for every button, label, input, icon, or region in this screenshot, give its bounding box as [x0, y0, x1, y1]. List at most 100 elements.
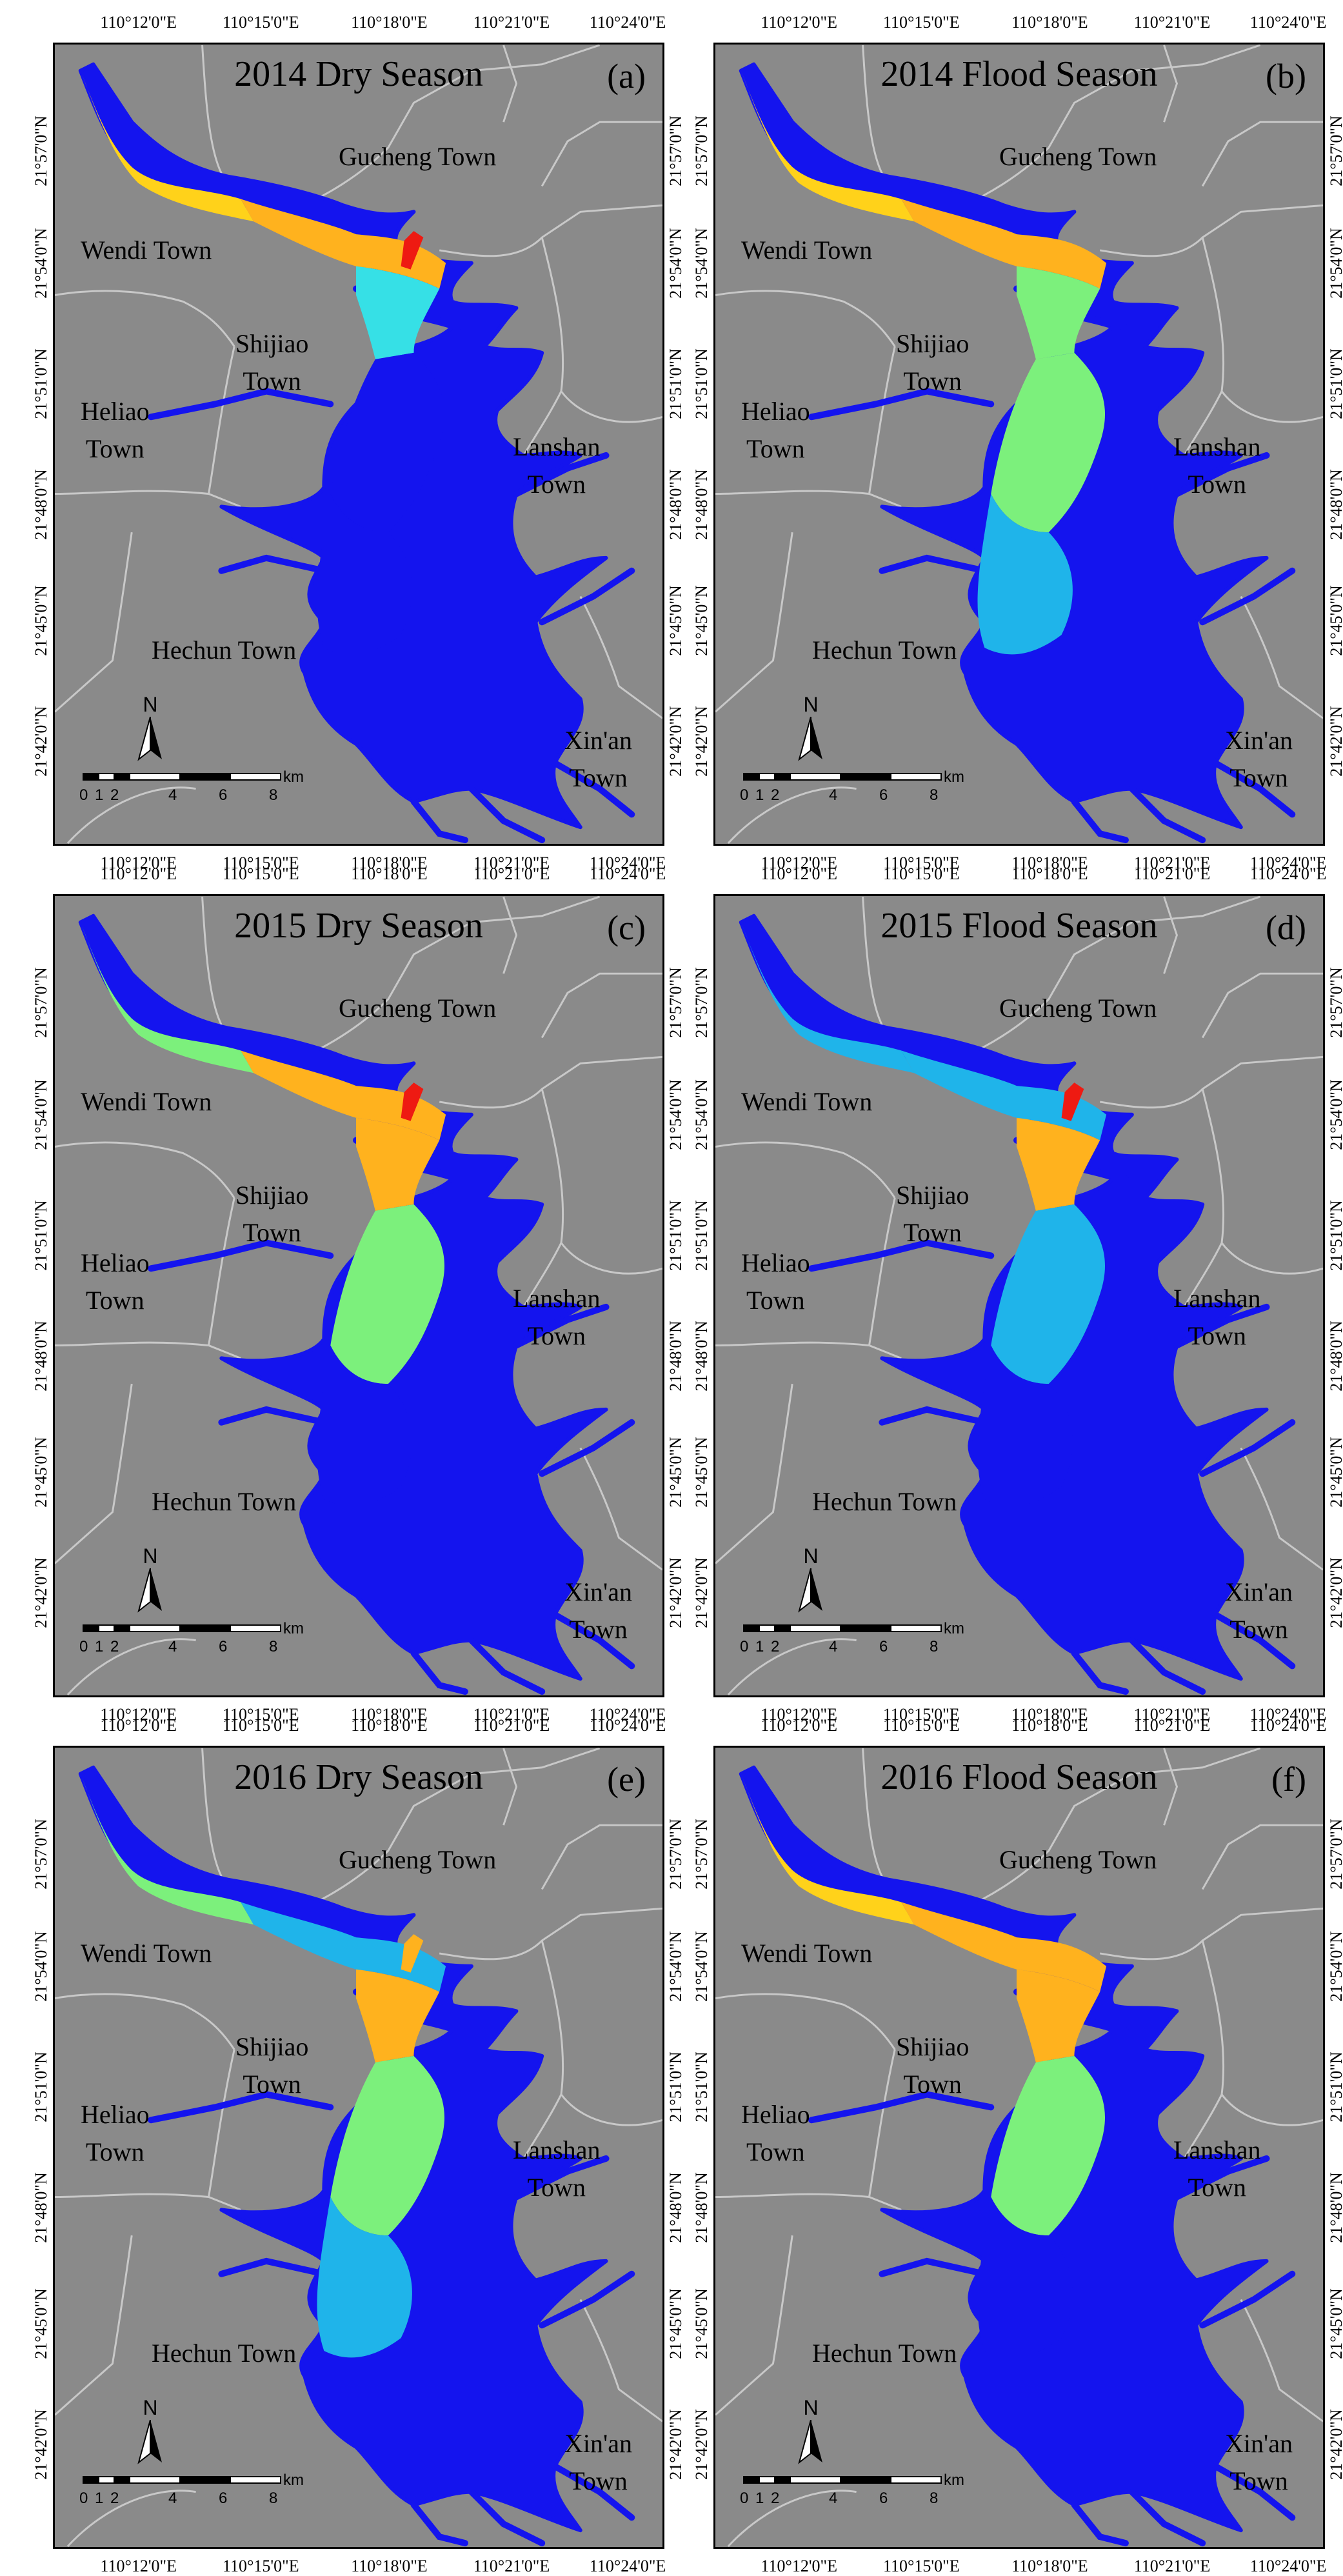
- longitude-tick-label: 110°24'0"E: [589, 864, 666, 883]
- town-name-line: Wendi Town: [81, 1939, 212, 1968]
- longitude-tick-label: 110°21'0"E: [1133, 13, 1211, 32]
- longitude-tick-label: 110°18'0"E: [1011, 13, 1088, 32]
- tributary-arm: [1128, 1637, 1206, 1695]
- longitude-tick-label: 110°12'0"E: [100, 13, 177, 32]
- scale-unit-label: km: [283, 768, 304, 786]
- town-name-line: Heliao: [741, 1248, 810, 1277]
- town-boundary-line: [285, 1748, 601, 1916]
- town-boundary-line: [1201, 237, 1323, 423]
- map-svg: [55, 1748, 662, 2547]
- tributary-arm: [1212, 2462, 1296, 2521]
- longitude-tick-label: 110°15'0"E: [223, 1716, 299, 1735]
- longitude-tick-label: 110°18'0"E: [351, 864, 428, 883]
- water-quality-zone-upper: [741, 922, 915, 1073]
- tributary-arm: [1128, 2488, 1206, 2547]
- longitude-tick-label: 110°12'0"E: [100, 1705, 177, 1724]
- town-name-line: Hechun Town: [152, 2339, 297, 2368]
- water-quality-zone-mid: [241, 1050, 446, 1141]
- north-label: N: [803, 693, 819, 716]
- longitude-tick-label: 110°12'0"E: [761, 13, 838, 32]
- town-name-line: Heliao: [741, 2100, 810, 2129]
- town-name-line: Town: [903, 366, 962, 395]
- water-quality-zone-mid: [241, 199, 446, 289]
- map-frame: 2015 Dry Season (c) Gucheng Town Wendi Town…: [53, 894, 664, 1697]
- town-name-line: Gucheng Town: [999, 142, 1157, 171]
- scale-tick-label: 8: [269, 2490, 278, 2507]
- town-label-heliao: Heliao Town: [81, 393, 150, 468]
- town-name-line: Gucheng Town: [999, 993, 1157, 1023]
- longitude-tick-label: 110°15'0"E: [883, 13, 960, 32]
- map-panel: 110°12'0"E 110°12'0"E 110°15'0"E 110°15'0"E…: [0, 1703, 685, 2575]
- scale-bar-graphic: [83, 773, 281, 781]
- latitude-tick-label: 21°42'0"N: [1327, 2409, 1343, 2480]
- town-name-line: Shijiao: [896, 329, 970, 358]
- town-boundary-line: [285, 896, 601, 1064]
- town-boundary-line: [579, 2299, 662, 2422]
- scale-bar-graphic: [83, 1624, 281, 1632]
- water-quality-zone-upres: [991, 2055, 1105, 2236]
- town-boundary-line: [1201, 972, 1323, 1039]
- town-name-line: Heliao: [741, 397, 810, 426]
- map-panel: 110°12'0"E 110°12'0"E 110°15'0"E 110°15'0"E…: [0, 0, 685, 872]
- longitude-tick-label: 110°12'0"E: [100, 854, 177, 872]
- scale-tick-label: 2: [771, 2490, 780, 2507]
- map-svg: [55, 896, 662, 1695]
- tributary-arm: [1173, 2155, 1270, 2201]
- scale-tick-label: 2: [110, 1638, 119, 1655]
- panel-letter: (f): [1271, 1760, 1306, 1799]
- town-name-line: Town: [569, 2466, 628, 2495]
- water-quality-zone-neck: [356, 266, 440, 359]
- town-name-line: Town: [1188, 470, 1247, 499]
- latitude-tick-label: 21°42'0"N: [1327, 1557, 1343, 1628]
- town-label-xinan: Xin'an Town: [564, 1573, 632, 1648]
- town-boundary-line: [862, 45, 883, 174]
- town-boundary-line: [439, 204, 662, 257]
- town-boundary-line: [502, 45, 518, 123]
- latitude-tick-label: 21°54'0"N: [32, 1931, 50, 2002]
- town-label-shijiao: Shijiao Town: [896, 325, 969, 400]
- town-name-line: Heliao: [81, 2100, 150, 2129]
- longitude-tick-label: 110°12'0"E: [761, 864, 838, 883]
- longitude-tick-label: 110°24'0"E: [1249, 864, 1327, 883]
- water-quality-zone-upres: [991, 352, 1105, 533]
- tributary-arm: [1071, 798, 1129, 844]
- latitude-tick-label: 21°51'0"N: [692, 2052, 711, 2122]
- town-name-line: Gucheng Town: [339, 1845, 497, 1874]
- tributary-arm: [539, 567, 635, 626]
- town-label-hechun: Hechun Town: [152, 2335, 296, 2372]
- latitude-tick-label: 21°54'0"N: [692, 1931, 711, 2002]
- town-label-hechun: Hechun Town: [812, 2335, 957, 2372]
- longitude-tick-label: 110°21'0"E: [473, 13, 550, 32]
- latitude-tick-label: 21°54'0"N: [32, 1079, 50, 1151]
- latitude-tick-label: 21°57'0"N: [32, 967, 50, 1038]
- longitude-tick-label: 110°12'0"E: [761, 854, 838, 872]
- town-label-wendi: Wendi Town: [741, 1083, 872, 1121]
- latitude-tick-label: 21°45'0"N: [32, 1437, 50, 1508]
- town-label-xinan: Xin'an Town: [564, 2425, 632, 2500]
- town-label-xinan: Xin'an Town: [1225, 1573, 1293, 1648]
- latitude-tick-label: 21°42'0"N: [32, 1557, 50, 1628]
- longitude-tick-label: 110°21'0"E: [473, 854, 550, 872]
- tributary-arm: [1212, 1611, 1296, 1670]
- tributary-arm: [552, 2462, 635, 2521]
- latitude-tick-label: 21°48'0"N: [32, 2172, 50, 2243]
- tributary-arm: [148, 2091, 334, 2124]
- scale-unit-label: km: [944, 768, 964, 786]
- north-arrow-icon: [798, 716, 822, 761]
- tributary-arm: [148, 1239, 334, 1272]
- water-quality-zone-upper: [80, 922, 254, 1073]
- north-arrow-icon: [798, 2419, 822, 2464]
- town-boundary-line: [208, 1197, 235, 1346]
- longitude-tick-label: 110°12'0"E: [761, 1716, 838, 1735]
- town-boundary-line: [1163, 896, 1179, 974]
- town-boundary-line: [1240, 1447, 1323, 1571]
- scale-tick-label: 0: [740, 786, 749, 804]
- town-boundary-line: [715, 490, 902, 508]
- scale-tick-label: 8: [930, 2490, 939, 2507]
- town-boundary-line: [541, 1824, 662, 1890]
- longitude-tick-label: 110°24'0"E: [589, 1705, 666, 1724]
- panel-letter: (a): [607, 57, 646, 95]
- town-boundary-line: [541, 121, 662, 187]
- town-name-line: Gucheng Town: [339, 993, 497, 1023]
- town-boundary-line: [541, 237, 662, 423]
